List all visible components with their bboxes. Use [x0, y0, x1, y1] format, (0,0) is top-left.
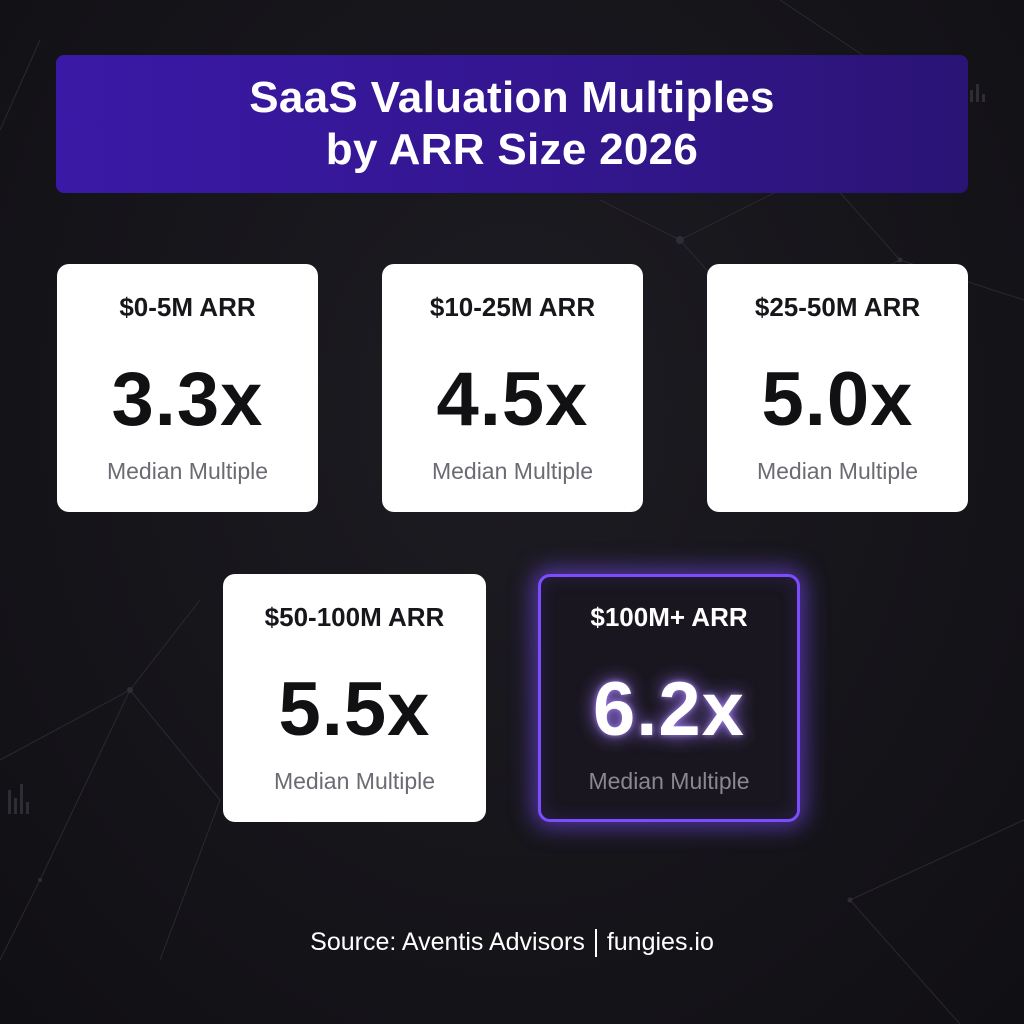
card-caption: Median Multiple	[588, 768, 750, 794]
card-caption: Median Multiple	[756, 458, 919, 484]
card-caption: Median Multiple	[106, 458, 269, 484]
card-multiple-value: 4.5x	[436, 357, 589, 442]
card-tier-label: $50-100M ARR	[264, 602, 445, 632]
card-tier-label: $0-5M ARR	[119, 292, 256, 322]
card-tier-label: $100M+ ARR	[590, 602, 748, 632]
title-banner: SaaS Valuation Multiples by ARR Size 202…	[56, 55, 968, 193]
site-link[interactable]: fungies.io	[606, 928, 714, 956]
card-25-50m-arr: $25-50M ARR 5.0x Median Multiple	[707, 264, 968, 512]
source-attribution: Source: Aventis Advisors	[310, 928, 585, 956]
card-tier-label: $10-25M ARR	[429, 292, 596, 322]
card-10-25m-arr: $10-25M ARR 4.5x Median Multiple	[382, 264, 643, 512]
card-multiple-value: 5.0x	[761, 357, 914, 442]
card-caption: Median Multiple	[273, 768, 436, 794]
card-0-5m-arr: $0-5M ARR 3.3x Median Multiple	[57, 264, 318, 512]
card-multiple-value: 3.3x	[111, 357, 264, 442]
card-tier-label: $25-50M ARR	[754, 292, 921, 322]
card-multiple-value: 5.5x	[278, 667, 431, 752]
source-footer: Source: Aventis Advisors fungies.io	[0, 928, 1024, 958]
card-50-100m-arr: $50-100M ARR 5.5x Median Multiple	[223, 574, 486, 822]
card-multiple-value: 6.2x	[593, 667, 745, 752]
card-100m-plus-arr-highlighted: $100M+ ARR 6.2x Median Multiple	[538, 574, 800, 822]
page-title-line-1: SaaS Valuation Multiples	[249, 73, 775, 122]
page-title-line-2: by ARR Size 2026	[325, 125, 699, 174]
footer-divider	[594, 929, 597, 958]
card-caption: Median Multiple	[431, 458, 594, 484]
